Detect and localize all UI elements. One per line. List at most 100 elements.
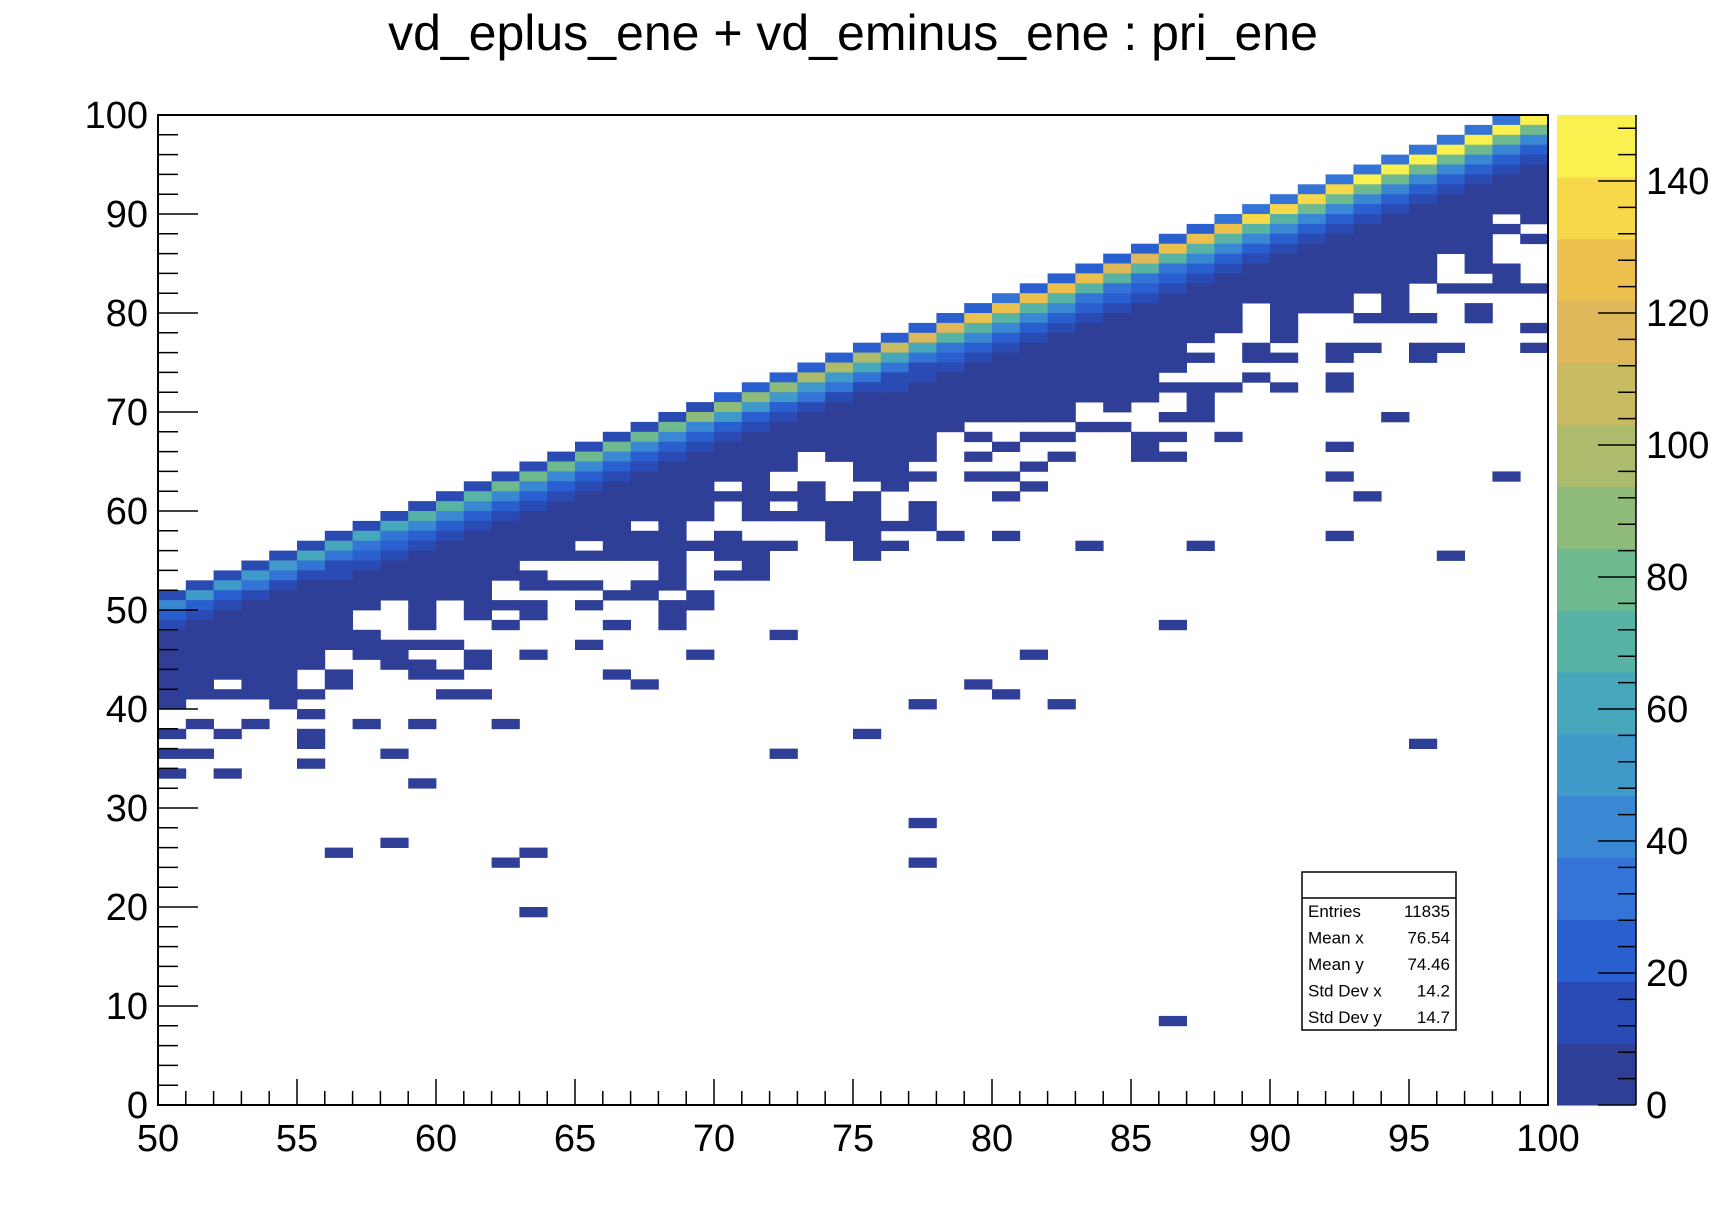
heatmap-cell <box>1353 313 1382 324</box>
heatmap-cell <box>1075 273 1104 284</box>
heatmap-cell <box>964 392 993 403</box>
heatmap-cell <box>269 560 298 571</box>
heatmap-cell <box>575 530 604 542</box>
heatmap-cell <box>158 649 187 660</box>
heatmap-cell <box>1270 223 1299 235</box>
heatmap-cell <box>1075 382 1104 393</box>
heatmap-cell <box>1075 313 1104 324</box>
stats-value: 76.54 <box>1407 929 1450 948</box>
heatmap-cell <box>658 570 687 581</box>
heatmap-cell <box>992 362 1021 373</box>
heatmap-cell <box>463 491 492 502</box>
heatmap-cell <box>1158 362 1187 373</box>
heatmap-cell <box>352 540 381 551</box>
heatmap-cell <box>1381 253 1410 264</box>
heatmap-cell <box>658 412 687 423</box>
heatmap-cell <box>1492 223 1521 235</box>
heatmap-cell <box>491 530 520 542</box>
heatmap-cell <box>797 501 826 512</box>
heatmap-cell <box>1381 184 1410 195</box>
heatmap-cell <box>380 560 409 571</box>
heatmap-cell <box>992 303 1021 314</box>
heatmap-cell <box>519 907 548 918</box>
heatmap-cell <box>436 580 465 591</box>
heatmap-cell <box>1270 214 1299 225</box>
heatmap-cell <box>908 511 937 522</box>
x-tick-label: 80 <box>971 1118 1013 1160</box>
heatmap-cell <box>1019 402 1048 413</box>
heatmap-cell <box>602 540 631 551</box>
palette-swatch <box>1557 671 1636 735</box>
heatmap-cell <box>241 580 270 591</box>
heatmap-cell <box>380 520 409 532</box>
heatmap-cell <box>1158 283 1187 294</box>
heatmap-cell <box>1353 194 1382 205</box>
heatmap-cell <box>297 649 326 660</box>
heatmap-cell <box>658 550 687 561</box>
heatmap-cell <box>519 471 548 482</box>
y-tick-label: 90 <box>106 194 148 236</box>
heatmap-cell <box>1075 352 1104 363</box>
heatmap-cell <box>1464 164 1493 175</box>
heatmap-cell <box>1464 184 1493 195</box>
heatmap-cells <box>158 115 1549 1027</box>
heatmap-cell <box>1047 352 1076 363</box>
heatmap-cell <box>602 441 631 452</box>
heatmap-cell <box>297 619 326 631</box>
heatmap-cell <box>936 313 965 324</box>
heatmap-cell <box>185 659 214 670</box>
heatmap-cell <box>769 511 798 522</box>
heatmap-cell <box>741 540 770 551</box>
heatmap-cell <box>769 431 798 443</box>
heatmap-cell <box>491 619 520 631</box>
heatmap-cell <box>1520 194 1549 205</box>
heatmap-cell <box>324 610 353 621</box>
heatmap-cell <box>1131 352 1160 363</box>
heatmap-cell <box>741 560 770 571</box>
heatmap-cell <box>853 491 882 502</box>
heatmap-cell <box>686 481 715 492</box>
heatmap-cell <box>908 817 937 829</box>
heatmap-cell <box>1325 471 1354 482</box>
heatmap-cell <box>1325 342 1354 353</box>
heatmap-cell <box>185 639 214 650</box>
heatmap-cell <box>1047 342 1076 353</box>
heatmap-cell <box>1492 124 1521 136</box>
heatmap-cell <box>1381 303 1410 314</box>
heatmap-cell <box>1325 352 1354 363</box>
heatmap-cell <box>630 491 659 502</box>
heatmap-cell <box>1019 649 1048 660</box>
heatmap-cell <box>714 412 743 423</box>
heatmap-cell <box>908 857 937 868</box>
heatmap-cell <box>1520 144 1549 155</box>
heatmap-cell <box>1158 332 1187 344</box>
heatmap-cell <box>992 342 1021 353</box>
heatmap-cell <box>324 600 353 611</box>
heatmap-cell <box>436 540 465 551</box>
heatmap-cell <box>908 501 937 512</box>
heatmap-cell <box>853 382 882 393</box>
heatmap-cell <box>1242 372 1271 383</box>
heatmap-cell <box>853 550 882 561</box>
heatmap-cell <box>352 718 381 730</box>
heatmap-cell <box>658 560 687 571</box>
heatmap-cell <box>1270 194 1299 205</box>
heatmap-cell <box>269 610 298 621</box>
heatmap-cell <box>908 699 937 710</box>
heatmap-cell <box>1381 174 1410 185</box>
heatmap-cell <box>1131 303 1160 314</box>
y-tick-label: 100 <box>85 95 148 137</box>
heatmap-cell <box>853 392 882 403</box>
heatmap-cell <box>1131 313 1160 324</box>
heatmap-cell <box>1381 243 1410 254</box>
heatmap-cell <box>1297 303 1326 314</box>
heatmap-cell <box>658 441 687 452</box>
heatmap-cell <box>769 748 798 759</box>
heatmap-cell <box>880 382 909 393</box>
z-tick-label: 0 <box>1646 1085 1667 1127</box>
heatmap-cell <box>1520 283 1549 294</box>
heatmap-cell <box>1131 263 1160 274</box>
heatmap-cell <box>853 441 882 452</box>
heatmap-cell <box>1436 204 1465 215</box>
heatmap-cell <box>714 402 743 413</box>
